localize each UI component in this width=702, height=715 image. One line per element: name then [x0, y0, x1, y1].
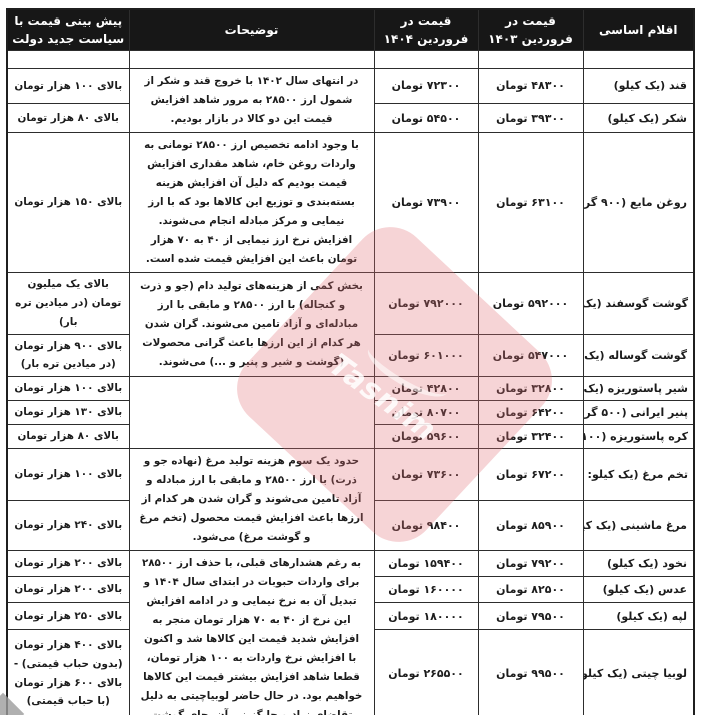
note-cell: [128, 376, 375, 449]
prediction-cell: بالای ۴۰۰ هزار تومان (بدون حباب قیمتی) -…: [6, 628, 130, 715]
price-1403-cell: ۷۹۲۰۰ تومان: [477, 549, 584, 578]
price-1403-cell: ۳۲۴۰۰ تومان: [477, 423, 584, 449]
table-row: گوشت گوساله (یک کیلو)۵۴۷۰۰۰ تومان۶۰۱۰۰۰ …: [6, 333, 695, 378]
header-row: اقلام اساسی قیمت در فروردین ۱۴۰۳ قیمت در…: [6, 8, 695, 51]
table-row: لپه (یک کیلو) ۷۹۵۰۰ تومان ۱۸۰۰۰۰ تومان بالا…: [6, 602, 695, 630]
header-notes: توضیحات: [128, 8, 375, 51]
table-row: قند (یک کیلو) ۴۸۳۰۰ تومان ۷۲۳۰۰ تومان در ان…: [6, 67, 695, 134]
table-row: تخم مرغ (یک کیلو: نصف شانه)۶۷۲۰۰ تومان۷۳…: [6, 447, 695, 551]
item-cell: عدس (یک کیلو): [582, 576, 695, 604]
price-table-body: قند (یک کیلو) ۴۸۳۰۰ تومان ۷۲۳۰۰ تومان در ان…: [6, 50, 695, 715]
prediction-cell: بالای ۲۰۰ هزار تومان: [6, 549, 130, 578]
price-1404-cell: ۵۹۶۰۰ تومان: [373, 423, 479, 449]
prediction-cell: بالای ۱۳۰ هزار تومان: [6, 399, 130, 425]
spacer-row: [6, 50, 695, 69]
item-cell: نخود (یک کیلو): [582, 549, 695, 578]
price-1403-cell: ۳۲۸۰۰ تومان: [477, 376, 584, 401]
price-1404-cell: ۷۹۲۰۰۰ تومان: [373, 272, 479, 335]
note-cell: با وجود ادامه تخصیص ارز ۲۸۵۰۰ تومانی به …: [128, 132, 375, 274]
price-1403-cell: ۵۹۲۰۰۰ تومان: [477, 272, 584, 335]
price-1403-cell: ۷۹۵۰۰ تومان: [477, 602, 584, 630]
header-prediction: پیش بینی قیمت با سیاست جدید دولت: [6, 8, 130, 51]
price-1403-cell: ۸۲۵۰۰ تومان: [477, 576, 584, 604]
prediction-cell: بالای ۸۰ هزار تومان: [6, 423, 130, 449]
item-cell: لوبیا چیتی (یک کیلو): [582, 628, 695, 715]
table-row: کره پاستوریزه (۱۰۰ گرمی)۳۲۴۰۰ تومان۵۹۶۰۰…: [6, 423, 695, 449]
spacer-cell: [373, 50, 479, 69]
note-cell: در انتهای سال ۱۴۰۲ با خروج قند و شکر از …: [128, 67, 375, 134]
price-1404-cell: ۸۰۷۰۰ تومان: [373, 399, 479, 425]
price-1404-cell: ۱۸۰۰۰۰ تومان: [373, 602, 479, 630]
item-cell: روغن مایع (۹۰۰ گرمی): [582, 132, 695, 274]
header-item: اقلام اساسی: [582, 8, 695, 51]
price-1404-cell: ۵۴۵۰۰ تومان: [373, 102, 479, 134]
spacer-cell: [477, 50, 584, 69]
prediction-cell: بالای ۹۰۰ هزار تومان (در میادین تره بار): [6, 333, 130, 378]
table-row: شکر (یک کیلو) ۳۹۳۰۰ تومان ۵۴۵۰۰ تومان بالای…: [6, 102, 695, 134]
price-1404-cell: ۷۳۹۰۰ تومان: [373, 132, 479, 274]
item-cell: کره پاستوریزه (۱۰۰ گرمی): [582, 423, 695, 449]
prediction-cell: بالای ۱۵۰ هزار تومان: [6, 132, 130, 274]
prediction-cell: بالای ۱۰۰ هزار تومان: [6, 376, 130, 401]
item-cell: شکر (یک کیلو): [582, 102, 695, 134]
note-cell: به رغم هشدارهای قبلی، با حذف ارز ۲۸۵۰۰ ب…: [128, 549, 375, 715]
price-1404-cell: ۷۲۳۰۰ تومان: [373, 68, 479, 104]
price-1404-cell: ۱۵۹۴۰۰ تومان: [373, 549, 479, 578]
price-1403-cell: ۹۹۵۰۰ تومان: [477, 628, 584, 715]
item-cell: تخم مرغ (یک کیلو: نصف شانه): [582, 447, 695, 502]
table-row: عدس (یک کیلو) ۸۲۵۰۰ تومان ۱۶۰۰۰۰ تومان بالا…: [6, 576, 695, 604]
price-1404-cell: ۹۸۴۰۰ تومان: [373, 500, 479, 551]
basic-goods-price-table: اقلام اساسی قیمت در فروردین ۱۴۰۳ قیمت در…: [6, 8, 695, 715]
item-cell: گوشت گوسفند (یک کیلو): [582, 272, 695, 335]
item-cell: مرغ ماشینی (یک کیلو): [582, 500, 695, 551]
price-1403-cell: ۴۸۳۰۰ تومان: [477, 68, 584, 104]
price-1404-cell: ۶۰۱۰۰۰ تومان: [373, 333, 479, 378]
prediction-cell: بالای ۱۰۰ هزار تومان: [6, 447, 130, 502]
prediction-cell: بالای ۲۵۰ هزار تومان: [6, 602, 130, 630]
prediction-cell: بالای ۸۰ هزار تومان: [6, 102, 130, 134]
prediction-cell: بالای ۲۴۰ هزار تومان: [6, 500, 130, 551]
price-1404-cell: ۱۶۰۰۰۰ تومان: [373, 576, 479, 604]
price-1403-cell: ۸۵۹۰۰ تومان: [477, 500, 584, 551]
price-1403-cell: ۶۳۱۰۰ تومان: [477, 132, 584, 274]
table-header: اقلام اساسی قیمت در فروردین ۱۴۰۳ قیمت در…: [6, 8, 695, 51]
spacer-cell: [128, 50, 375, 69]
item-cell: لپه (یک کیلو): [582, 602, 695, 630]
table-row: شیر پاستوریزه (یک کیلو)۳۲۸۰۰ تومان۴۲۸۰۰ …: [6, 376, 695, 449]
header-price-1404: قیمت در فروردین ۱۴۰۴: [373, 8, 479, 51]
spacer-cell: [582, 50, 695, 69]
item-cell: شیر پاستوریزه (یک کیلو): [582, 376, 695, 401]
item-cell: پنیر ایرانی (۵۰۰ گرمی): [582, 399, 695, 425]
table-row: لوبیا چیتی (یک کیلو) ۹۹۵۰۰ تومان ۲۶۵۵۰۰ تو…: [6, 628, 695, 715]
price-1404-cell: ۲۶۵۵۰۰ تومان: [373, 628, 479, 715]
item-cell: قند (یک کیلو): [582, 68, 695, 104]
price-1403-cell: ۶۷۲۰۰ تومان: [477, 447, 584, 502]
price-1403-cell: ۶۴۲۰۰ تومان: [477, 399, 584, 425]
item-cell: گوشت گوساله (یک کیلو): [582, 333, 695, 378]
prediction-cell: بالای ۲۰۰ هزار تومان: [6, 576, 130, 604]
price-1403-cell: ۵۴۷۰۰۰ تومان: [477, 333, 584, 378]
price-1404-cell: ۷۳۶۰۰ تومان: [373, 447, 479, 502]
table-row: نخود (یک کیلو) ۷۹۲۰۰ تومان ۱۵۹۴۰۰ تومان به …: [6, 549, 695, 715]
price-1403-cell: ۳۹۳۰۰ تومان: [477, 102, 584, 134]
price-1404-cell: ۴۲۸۰۰ تومان: [373, 376, 479, 401]
header-price-1403: قیمت در فروردین ۱۴۰۳: [477, 8, 584, 51]
prediction-cell: بالای ۱۰۰ هزار تومان: [6, 68, 130, 104]
prediction-cell: بالای یک میلیون تومان (در میادین تره بار…: [6, 272, 130, 335]
note-cell: حدود یک سوم هزینه تولید مرغ (نهاده جو و …: [128, 447, 375, 551]
table-row: گوشت گوسفند (یک کیلو)۵۹۲۰۰۰ تومان۷۹۲۰۰۰ …: [6, 272, 695, 378]
note-cell: بخش کمی از هزینه‌های تولید دام (جو و ذرت…: [128, 272, 375, 378]
spacer-cell: [6, 50, 130, 69]
